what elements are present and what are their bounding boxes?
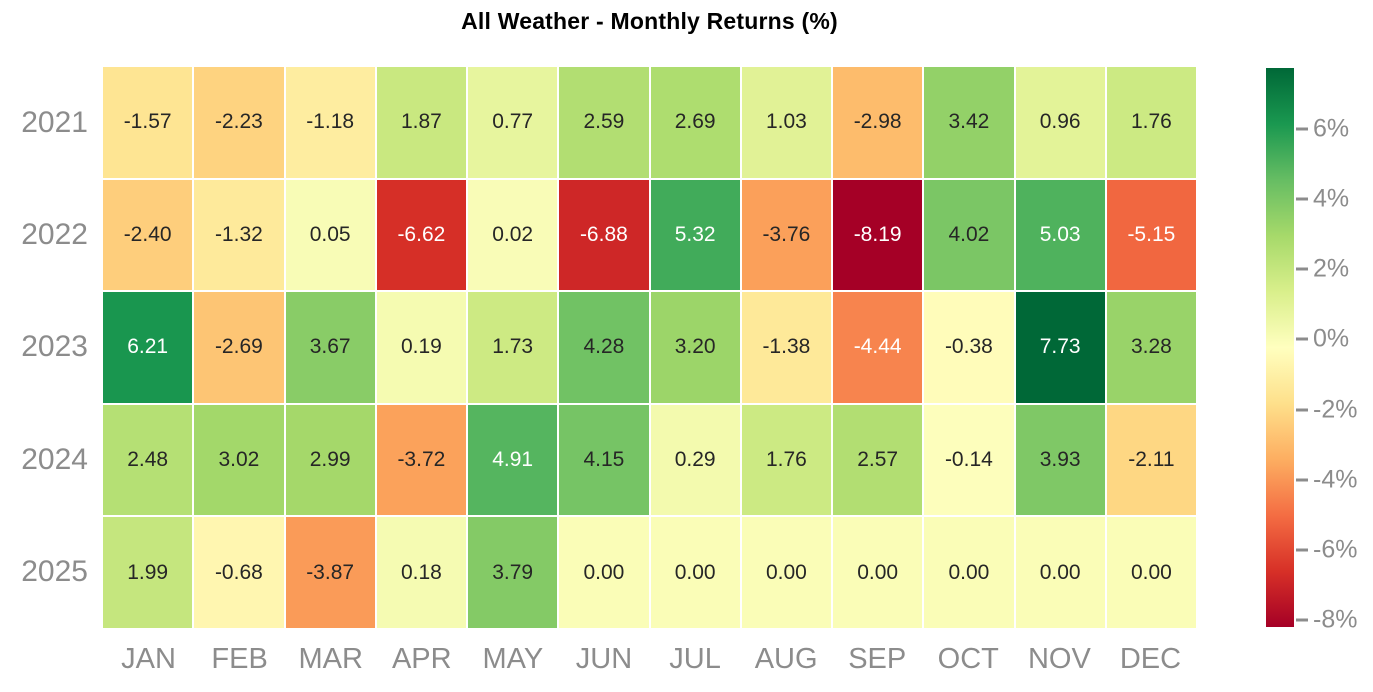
- heatmap-cell-2022-DEC: -5.15: [1106, 179, 1196, 291]
- heatmap-cell-2021-OCT: 3.42: [924, 67, 1014, 178]
- colorbar-tick: [1296, 408, 1308, 412]
- heatmap-cell-2025-MAR: -3.87: [285, 517, 375, 628]
- heatmap-cell-2024-MAR: 2.99: [285, 404, 375, 516]
- heatmap-cell-2022-JUN: -6.88: [559, 179, 649, 291]
- heatmap-cell-2021-JUL: 2.69: [650, 67, 740, 178]
- colorbar-tick: [1296, 267, 1308, 271]
- year-label: 2022: [21, 218, 88, 252]
- heatmap-cell-2024-MAY: 4.91: [468, 404, 558, 516]
- colorbar-tick: [1296, 127, 1308, 131]
- colorbar-tick: [1296, 478, 1308, 482]
- heatmap-cell-2022-FEB: -1.32: [194, 179, 284, 291]
- year-label: 2024: [21, 442, 88, 476]
- heatmap-cell-2023-APR: 0.19: [376, 292, 466, 403]
- heatmap-grid: -1.57 -2.23 -1.18 1.87 0.77 2.59 2.69 1.03 -2.98…: [103, 67, 1196, 628]
- heatmap-cell-2024-OCT: -0.14: [924, 404, 1014, 516]
- heatmap-cell-2023-JUL: 3.20: [650, 292, 740, 403]
- year-label: 2021: [21, 106, 88, 140]
- month-label: JAN: [121, 642, 176, 675]
- heatmap-cell-2021-SEP: -2.98: [833, 67, 923, 178]
- month-label: NOV: [1027, 642, 1091, 675]
- colorbar-tick-label: -6%: [1313, 535, 1358, 564]
- heatmap-cell-2022-APR: -6.62: [376, 179, 466, 291]
- month-label: OCT: [937, 642, 999, 675]
- heatmap-cell-2025-OCT: 0.00: [924, 517, 1014, 628]
- colorbar: 6% 4% 2% 0% -2% -4% -6% -8%: [1266, 68, 1357, 634]
- year-label: 2023: [21, 330, 88, 364]
- heatmap-cell-2022-OCT: 4.02: [924, 179, 1014, 291]
- heatmap-cell-2023-DEC: 3.28: [1106, 292, 1196, 403]
- colorbar-tick-label: -4%: [1313, 465, 1358, 494]
- colorbar-tick: [1296, 197, 1308, 201]
- heatmap-cell-2023-FEB: -2.69: [194, 292, 284, 403]
- colorbar-tick: [1296, 337, 1308, 341]
- heatmap-cell-2022-MAR: 0.05: [285, 179, 375, 291]
- heatmap-cell-2024-DEC: -2.11: [1106, 404, 1196, 516]
- heatmap-cell-2025-AUG: 0.00: [741, 517, 831, 628]
- heatmap-cell-2024-JAN: 2.48: [103, 404, 193, 516]
- heatmap-cell-2024-NOV: 3.93: [1015, 404, 1105, 516]
- heatmap-cell-2025-FEB: -0.68: [194, 517, 284, 628]
- month-label: FEB: [211, 642, 268, 675]
- month-label: MAY: [482, 642, 544, 675]
- heatmap-cell-2022-NOV: 5.03: [1015, 179, 1105, 291]
- heatmap-cell-2025-MAY: 3.79: [468, 517, 558, 628]
- heatmap-cell-2022-JAN: -2.40: [103, 179, 193, 291]
- heatmap-cell-2023-AUG: -1.38: [741, 292, 831, 403]
- heatmap-cell-2024-APR: -3.72: [376, 404, 466, 516]
- month-label: JUL: [669, 642, 721, 675]
- heatmap-cell-2023-NOV: 7.73: [1015, 292, 1105, 403]
- heatmap-cell-2025-JUN: 0.00: [559, 517, 649, 628]
- heatmap-cell-2025-SEP: 0.00: [833, 517, 923, 628]
- heatmap-cell-2021-APR: 1.87: [376, 67, 466, 178]
- heatmap-cell-2021-DEC: 1.76: [1106, 67, 1196, 178]
- heatmap-cell-2021-FEB: -2.23: [194, 67, 284, 178]
- colorbar-tick: [1296, 618, 1308, 622]
- heatmap-cell-2024-JUN: 4.15: [559, 404, 649, 516]
- heatmap-cell-2025-APR: 0.18: [376, 517, 466, 628]
- heatmap-cell-2024-FEB: 3.02: [194, 404, 284, 516]
- heatmap-cell-2023-SEP: -4.44: [833, 292, 923, 403]
- heatmap-cell-2023-JAN: 6.21: [103, 292, 193, 403]
- heatmap-cell-2021-MAR: -1.18: [285, 67, 375, 178]
- heatmap-cell-2025-DEC: 0.00: [1106, 517, 1196, 628]
- colorbar-tick-label: 4%: [1313, 184, 1350, 213]
- heatmap-cell-2024-JUL: 0.29: [650, 404, 740, 516]
- year-label: 2025: [21, 554, 88, 588]
- heatmap-cell-2024-AUG: 1.76: [741, 404, 831, 516]
- heatmap-cell-2021-MAY: 0.77: [468, 67, 558, 178]
- heatmap-cell-2023-JUN: 4.28: [559, 292, 649, 403]
- month-label: JUN: [575, 642, 633, 675]
- heatmap-cell-2025-JUL: 0.00: [650, 517, 740, 628]
- colorbar-tick-label: 6%: [1313, 114, 1350, 143]
- heatmap-cell-2022-MAY: 0.02: [468, 179, 558, 291]
- colorbar-tick-label: -8%: [1313, 605, 1358, 634]
- heatmap-cell-2021-NOV: 0.96: [1015, 67, 1105, 178]
- colorbar-tick-label: 2%: [1313, 254, 1350, 283]
- month-label: DEC: [1119, 642, 1182, 675]
- heatmap-cell-2021-AUG: 1.03: [741, 67, 831, 178]
- heatmap-cell-2023-OCT: -0.38: [924, 292, 1014, 403]
- heatmap-cell-2021-JAN: -1.57: [103, 67, 193, 178]
- month-label: APR: [391, 642, 452, 675]
- colorbar-tick-label: 0%: [1313, 324, 1350, 353]
- chart-title: All Weather - Monthly Returns (%): [461, 8, 838, 34]
- month-label: AUG: [754, 642, 818, 675]
- colorbar-tick-label: -2%: [1313, 395, 1358, 424]
- heatmap-cell-2025-JAN: 1.99: [103, 517, 193, 628]
- heatmap-cell-2021-JUN: 2.59: [559, 67, 649, 178]
- heatmap-cell-2023-MAR: 3.67: [285, 292, 375, 403]
- year-axis: 2021 2022 2023 2024 2025: [0, 67, 88, 628]
- heatmap-cell-2025-NOV: 0.00: [1015, 517, 1105, 628]
- heatmap-cell-2022-JUL: 5.32: [650, 179, 740, 291]
- month-axis: JAN FEB MAR APR MAY JUN JUL AUG SEP OCT NOV DEC: [103, 638, 1196, 680]
- month-label: MAR: [298, 642, 363, 675]
- heatmap-cell-2024-SEP: 2.57: [833, 404, 923, 516]
- month-label: SEP: [848, 642, 907, 675]
- colorbar-tick: [1296, 548, 1308, 552]
- heatmap-cell-2022-AUG: -3.76: [741, 179, 831, 291]
- heatmap-cell-2022-SEP: -8.19: [833, 179, 923, 291]
- heatmap-cell-2023-MAY: 1.73: [468, 292, 558, 403]
